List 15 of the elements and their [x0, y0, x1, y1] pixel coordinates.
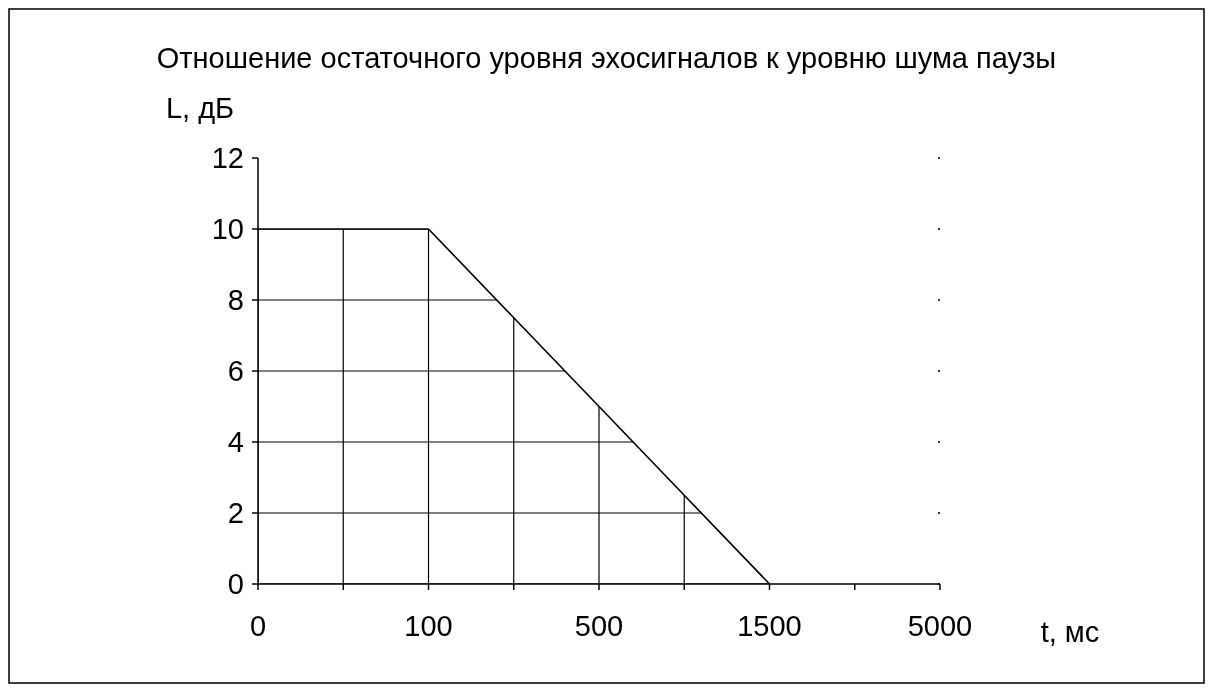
x-tick-label: 500 — [574, 610, 624, 642]
y-tick-label: 10 — [211, 213, 244, 246]
y-tick-label: 8 — [227, 284, 244, 317]
y-tick-label: 0 — [227, 568, 244, 601]
y-axis-title: L, дБ — [165, 92, 235, 124]
x-axis-title: t, мс — [1040, 616, 1100, 648]
x-tick-label: 100 — [404, 610, 453, 642]
y-tick-label: 6 — [227, 355, 244, 388]
y-tick-label: 4 — [227, 426, 244, 459]
x-tick-label: 1500 — [737, 610, 802, 642]
x-tick-label: 0 — [249, 610, 267, 642]
y-tick-label: 12 — [211, 142, 244, 175]
chart-title: Отношение остаточного уровня эхосигналов к уровню шума паузы — [156, 42, 1057, 74]
x-tick-label: 5000 — [907, 610, 973, 642]
y-tick-label: 2 — [227, 497, 244, 530]
